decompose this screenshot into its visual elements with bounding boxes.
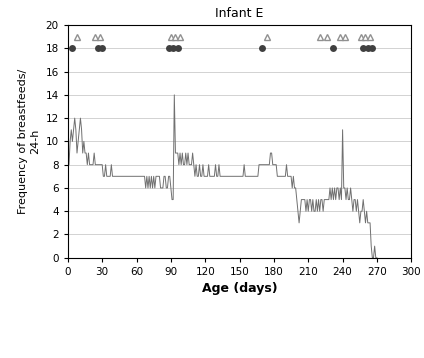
Title: Infant E: Infant E [215, 7, 264, 20]
Y-axis label: Frequency of breastfeeds/
24-h: Frequency of breastfeeds/ 24-h [18, 69, 40, 214]
X-axis label: Age (days): Age (days) [202, 282, 277, 295]
